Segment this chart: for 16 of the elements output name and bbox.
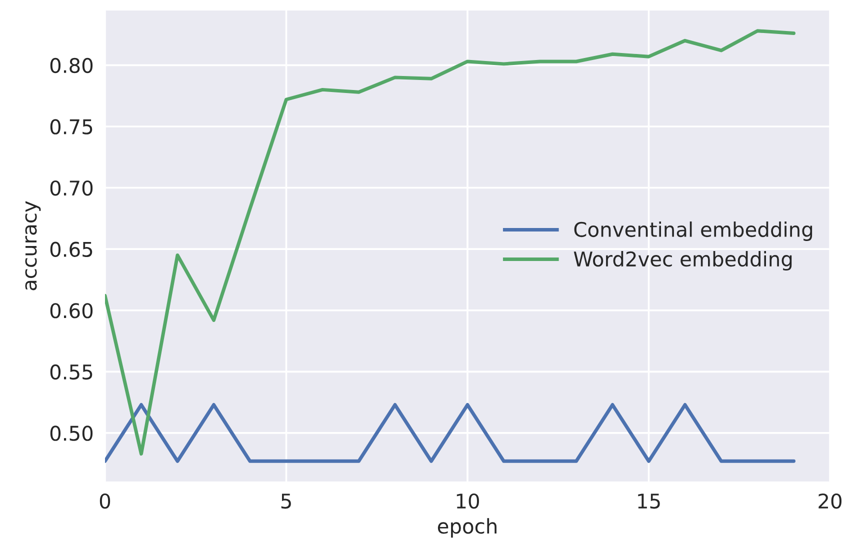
x-tick-label: 15 [638, 494, 660, 509]
y-tick-label: 0.80 [50, 58, 93, 74]
x-axis-title: epoch [438, 518, 496, 538]
legend-label: Word2vec embedding [574, 251, 792, 271]
x-tick-label: 5 [281, 494, 291, 509]
legend-label: Conventinal embedding [574, 221, 812, 241]
x-tick-label: 10 [456, 493, 479, 509]
y-tick-label: 0.60 [50, 303, 93, 318]
y-tick-label: 0.70 [50, 180, 93, 196]
x-tick-label: 20 [818, 493, 842, 509]
y-tick-label: 0.75 [50, 119, 92, 134]
y-axis-title: accuracy [25, 201, 41, 290]
x-tick-label: 0 [100, 493, 110, 509]
y-tick-label: 0.65 [50, 242, 92, 258]
y-tick-label: 0.50 [50, 426, 93, 441]
y-tick-label: 0.55 [50, 364, 92, 380]
